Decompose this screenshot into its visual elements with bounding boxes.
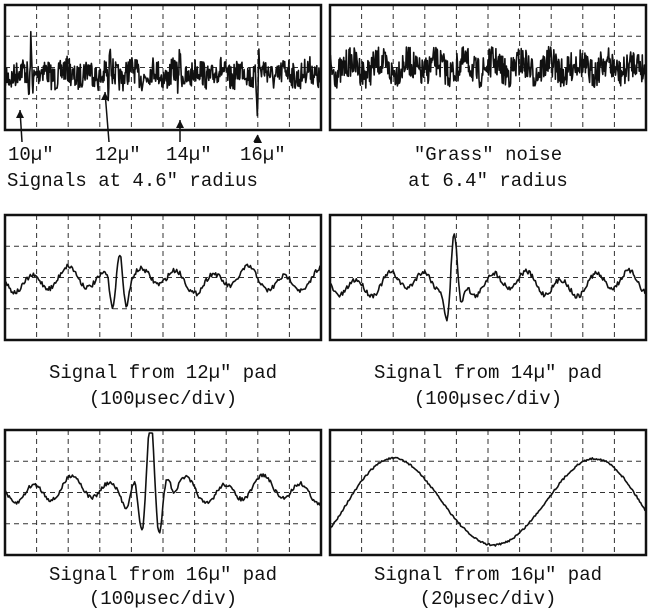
scope-frame <box>3 213 323 342</box>
scope-panel <box>3 213 323 342</box>
pointer-label: 10µ" <box>8 144 54 166</box>
caption-line: (100µsec/div) <box>414 388 562 410</box>
pointer-label: 14µ" <box>166 144 212 166</box>
scope-panel <box>328 213 648 342</box>
caption-line: Signal from 14µ" pad <box>374 362 602 384</box>
waveform-trace <box>4 432 322 534</box>
caption-line: Signal from 16µ" pad <box>374 564 602 586</box>
waveform-trace <box>4 254 322 310</box>
scope-frame <box>3 3 323 132</box>
pointer-label: 12µ" <box>95 144 141 166</box>
scope-frame <box>328 3 648 132</box>
scope-panel <box>328 3 648 132</box>
scope-panel <box>3 428 323 557</box>
waveform-trace <box>4 30 322 117</box>
arrow-head <box>254 135 262 143</box>
scope-panel <box>328 428 648 557</box>
caption-line: (20µsec/div) <box>420 588 557 610</box>
pointer-arrow <box>253 134 259 143</box>
scope-frame <box>328 428 648 557</box>
waveform-trace <box>329 456 647 547</box>
caption-line: at 6.4" radius <box>408 170 568 192</box>
caption-line: Signals at 4.6" radius <box>7 170 258 192</box>
arrow-head <box>16 110 24 118</box>
caption-line: Signal from 16µ" pad <box>49 564 277 586</box>
arrow-head <box>176 120 184 128</box>
pointer-label: 16µ" <box>240 144 286 166</box>
arrow-head <box>101 92 109 100</box>
scope-frame <box>3 428 323 557</box>
caption-line: "Grass" noise <box>414 144 562 166</box>
waveform-trace <box>329 233 647 322</box>
caption-line: (100µsec/div) <box>89 588 237 610</box>
scope-panel <box>3 3 323 132</box>
pointer-arrow <box>104 91 110 143</box>
scope-frame <box>328 213 648 342</box>
caption-line: (100µsec/div) <box>89 388 237 410</box>
waveform-trace <box>329 45 647 89</box>
caption-line: Signal from 12µ" pad <box>49 362 277 384</box>
